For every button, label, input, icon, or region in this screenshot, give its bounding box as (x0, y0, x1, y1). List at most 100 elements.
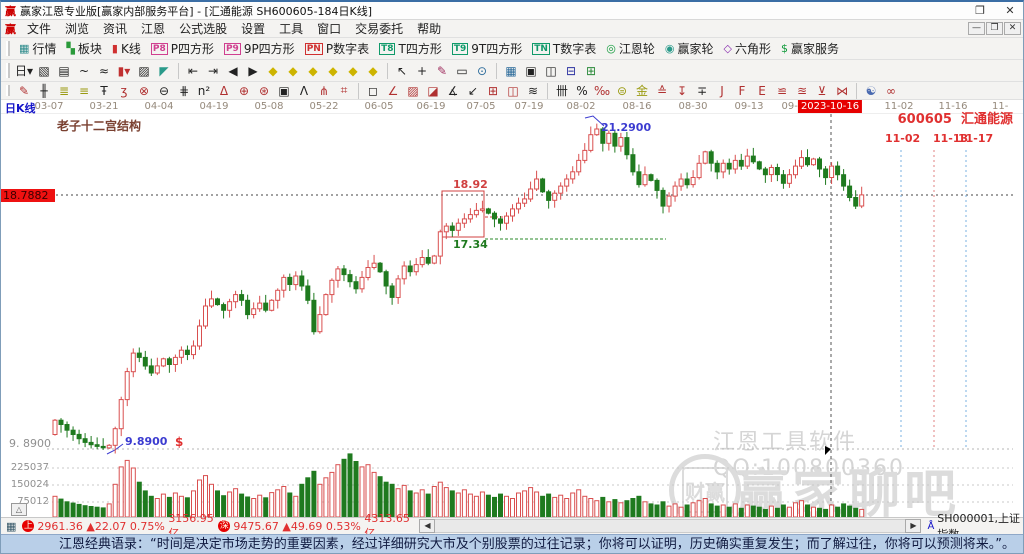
color-ribbon-icon[interactable]: ◤ (159, 63, 169, 78)
last-bar-icon[interactable]: ⇥ (207, 63, 219, 78)
toolbar-grip[interactable] (6, 41, 10, 56)
gann-angle-icon[interactable]: ∠ (387, 83, 399, 98)
kline-chart[interactable]: 江恩工具软件 QQ:100800360 财赢 赢家聊吧 老子十二宫结构 6006… (1, 112, 1023, 526)
scroll-right-button[interactable]: ▶ (905, 519, 922, 533)
j-line-icon[interactable]: J (720, 83, 724, 98)
pencil-tool-icon[interactable]: ✎ (18, 83, 30, 98)
shade-tool-icon[interactable]: ▨ (407, 83, 419, 98)
split-box-icon[interactable]: ◫ (507, 83, 519, 98)
calculator-icon[interactable]: ▣ (525, 63, 537, 78)
toolbar-button-p-square[interactable]: P8 P四方形 (150, 42, 214, 56)
gann-diamond-3-icon[interactable]: ◆ (308, 63, 318, 78)
wave-infinity-icon[interactable]: ∞ (886, 83, 896, 98)
ma-line-icon[interactable]: ~ (78, 63, 90, 78)
measure-angle-icon[interactable]: ∡ (447, 83, 459, 98)
close-button[interactable]: ✕ (1005, 3, 1015, 17)
gann-diamond-1-icon[interactable]: ◆ (268, 63, 278, 78)
menu-item-文件[interactable]: 文件 (27, 22, 52, 36)
save-disk-icon[interactable]: ⊟ (565, 63, 577, 78)
toolbar-button-t-square[interactable]: T8 T四方形 (379, 42, 442, 56)
box-tool-icon[interactable]: ▣ (278, 83, 290, 98)
timer-icon[interactable]: ⊙ (476, 63, 488, 78)
rect-tool-icon[interactable]: ◻ (368, 83, 378, 98)
menu-item-帮助[interactable]: 帮助 (417, 22, 442, 36)
xor-tool-icon[interactable]: ⊻ (817, 83, 827, 98)
indicator-icon[interactable]: ≈ (98, 63, 110, 78)
gann-diamond-5-icon[interactable]: ◆ (348, 63, 358, 78)
period-selector-icon[interactable]: 日▾ (14, 64, 34, 78)
spiral-tool-icon[interactable]: ʒ (120, 83, 128, 98)
approx-tool-icon[interactable]: ≊ (796, 83, 808, 98)
mdi-minimize-button[interactable]: — (968, 22, 985, 35)
pane-expand-button[interactable]: △ (11, 503, 27, 516)
wave-tool-icon[interactable]: ≋ (527, 83, 539, 98)
percent-tool-icon[interactable]: % (576, 83, 588, 98)
taiji-tool-icon[interactable]: ☯ (865, 83, 877, 98)
t-line-icon[interactable]: Ŧ (100, 83, 108, 98)
scroll-left-button[interactable]: ◀ (419, 519, 436, 533)
toolbar-grip[interactable] (6, 84, 10, 97)
mdi-restore-button[interactable]: ❐ (986, 22, 1003, 35)
menu-item-窗口[interactable]: 窗口 (317, 22, 342, 36)
export-icon[interactable]: ⊞ (585, 63, 597, 78)
golden-section-icon[interactable]: 金 (635, 84, 648, 98)
square-numbers-icon[interactable]: n² (197, 83, 211, 98)
chart-style-icon[interactable]: ▧ (38, 63, 50, 78)
menu-item-公式选股[interactable]: 公式选股 (179, 22, 228, 36)
grid-tool-icon[interactable]: ╫ (40, 83, 48, 98)
cycle-tool-icon[interactable]: ⊗ (138, 83, 150, 98)
hash-grid-icon[interactable]: ⌗ (340, 83, 348, 97)
toolbar-button-winner-service[interactable]: $ 赢家服务 (780, 41, 839, 56)
trend-down-icon[interactable]: ↙ (467, 83, 479, 98)
pointer-tool-icon[interactable]: ↖ (396, 63, 408, 78)
ellipse-tool-icon[interactable]: ⊖ (158, 83, 170, 98)
fork-tool-icon[interactable]: ⋔ (318, 83, 330, 98)
permille-tool-icon[interactable]: ‰ (593, 83, 611, 98)
menu-item-江恩[interactable]: 江恩 (141, 22, 166, 36)
restore-button[interactable]: ❐ (975, 3, 985, 17)
scroll-track[interactable] (435, 519, 906, 533)
gann-star-icon[interactable]: ⊛ (258, 83, 270, 98)
toolbar-button-9p-square[interactable]: P9 9P四方形 (223, 42, 295, 56)
next-bar-icon[interactable]: ▶ (248, 63, 258, 78)
first-bar-icon[interactable]: ⇤ (187, 63, 199, 78)
gann-diamond-4-icon[interactable]: ◆ (328, 63, 338, 78)
drop-line-icon[interactable]: ↧ (676, 83, 688, 98)
f-line-icon[interactable]: F (738, 83, 746, 98)
overlay-chart-icon[interactable]: ▨ (138, 63, 150, 78)
bowtie-tool-icon[interactable]: ⋈ (836, 83, 848, 98)
candle-style-icon[interactable]: ▮▾ (117, 63, 131, 78)
zoom-box-icon[interactable]: ▭ (456, 63, 468, 78)
quote-board-icon[interactable]: ▤ (58, 63, 70, 78)
menu-item-设置[interactable]: 设置 (241, 22, 266, 36)
grid-plus-icon[interactable]: ⊞ (487, 83, 499, 98)
toolbar-button-p-number-table[interactable]: PN P数字表 (304, 42, 370, 56)
level-lines-2-icon[interactable]: ≡ (78, 83, 90, 98)
prev-bar-icon[interactable]: ◀ (228, 63, 238, 78)
toolbar-grip[interactable] (6, 63, 10, 78)
congruent-tool-icon[interactable]: ≌ (776, 83, 788, 98)
menu-item-交易委托[interactable]: 交易委托 (355, 22, 404, 36)
crosshair-tool-icon[interactable]: + (416, 63, 428, 78)
draw-tool-icon[interactable]: ✎ (436, 63, 448, 78)
triangle-tool-icon[interactable]: Δ (219, 83, 229, 98)
gann-circle-icon[interactable]: ⊕ (238, 83, 250, 98)
golden-circle-icon[interactable]: ⊜ (616, 83, 628, 98)
grid-icon[interactable]: ▦ (6, 519, 17, 533)
toolbar-button-sectors[interactable]: ▚ 板块 (66, 41, 102, 56)
half-box-icon[interactable]: ◪ (427, 83, 439, 98)
toolbar-button-quotes[interactable]: ▦ 行情 (19, 41, 57, 56)
menu-item-资讯[interactable]: 资讯 (103, 22, 128, 36)
angle-tool-icon[interactable]: Λ (299, 83, 309, 98)
menu-item-浏览[interactable]: 浏览 (65, 22, 90, 36)
toolbar-button-9t-square[interactable]: T9 9T四方形 (451, 42, 523, 56)
e-line-icon[interactable]: E (758, 83, 766, 98)
menu-item-工具[interactable]: 工具 (279, 22, 304, 36)
toolbar-button-kline[interactable]: ▮ K线 (111, 41, 141, 56)
calendar-icon[interactable]: ▦ (505, 63, 517, 78)
toolbar-button-t-number-table[interactable]: TN T数字表 (532, 42, 597, 56)
gann-diamond-2-icon[interactable]: ◆ (288, 63, 298, 78)
mdi-close-button[interactable]: ✕ (1004, 22, 1021, 35)
fib-grid-icon[interactable]: ⋕ (178, 83, 190, 98)
level-lines-icon[interactable]: ≣ (58, 83, 70, 98)
